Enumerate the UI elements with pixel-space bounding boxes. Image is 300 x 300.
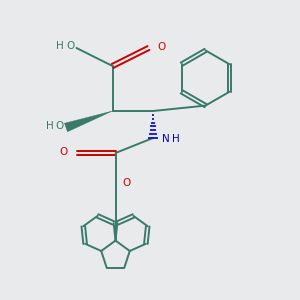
Text: O: O [66,40,75,51]
Text: O: O [123,178,131,188]
Text: O: O [56,121,64,131]
Text: H: H [172,134,179,144]
Text: O: O [157,42,165,52]
Text: H: H [46,121,53,131]
Text: N: N [162,134,170,144]
Text: O: O [60,147,68,157]
Text: H: H [56,40,64,51]
Polygon shape [64,111,112,132]
